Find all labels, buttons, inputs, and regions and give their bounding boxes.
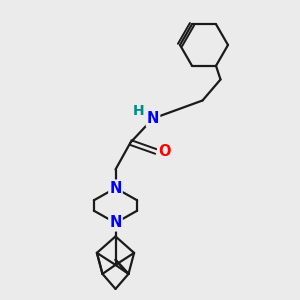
Text: N: N xyxy=(109,181,122,196)
Text: H: H xyxy=(133,104,144,118)
Text: N: N xyxy=(147,111,159,126)
Text: O: O xyxy=(158,144,171,159)
Text: N: N xyxy=(109,215,122,230)
